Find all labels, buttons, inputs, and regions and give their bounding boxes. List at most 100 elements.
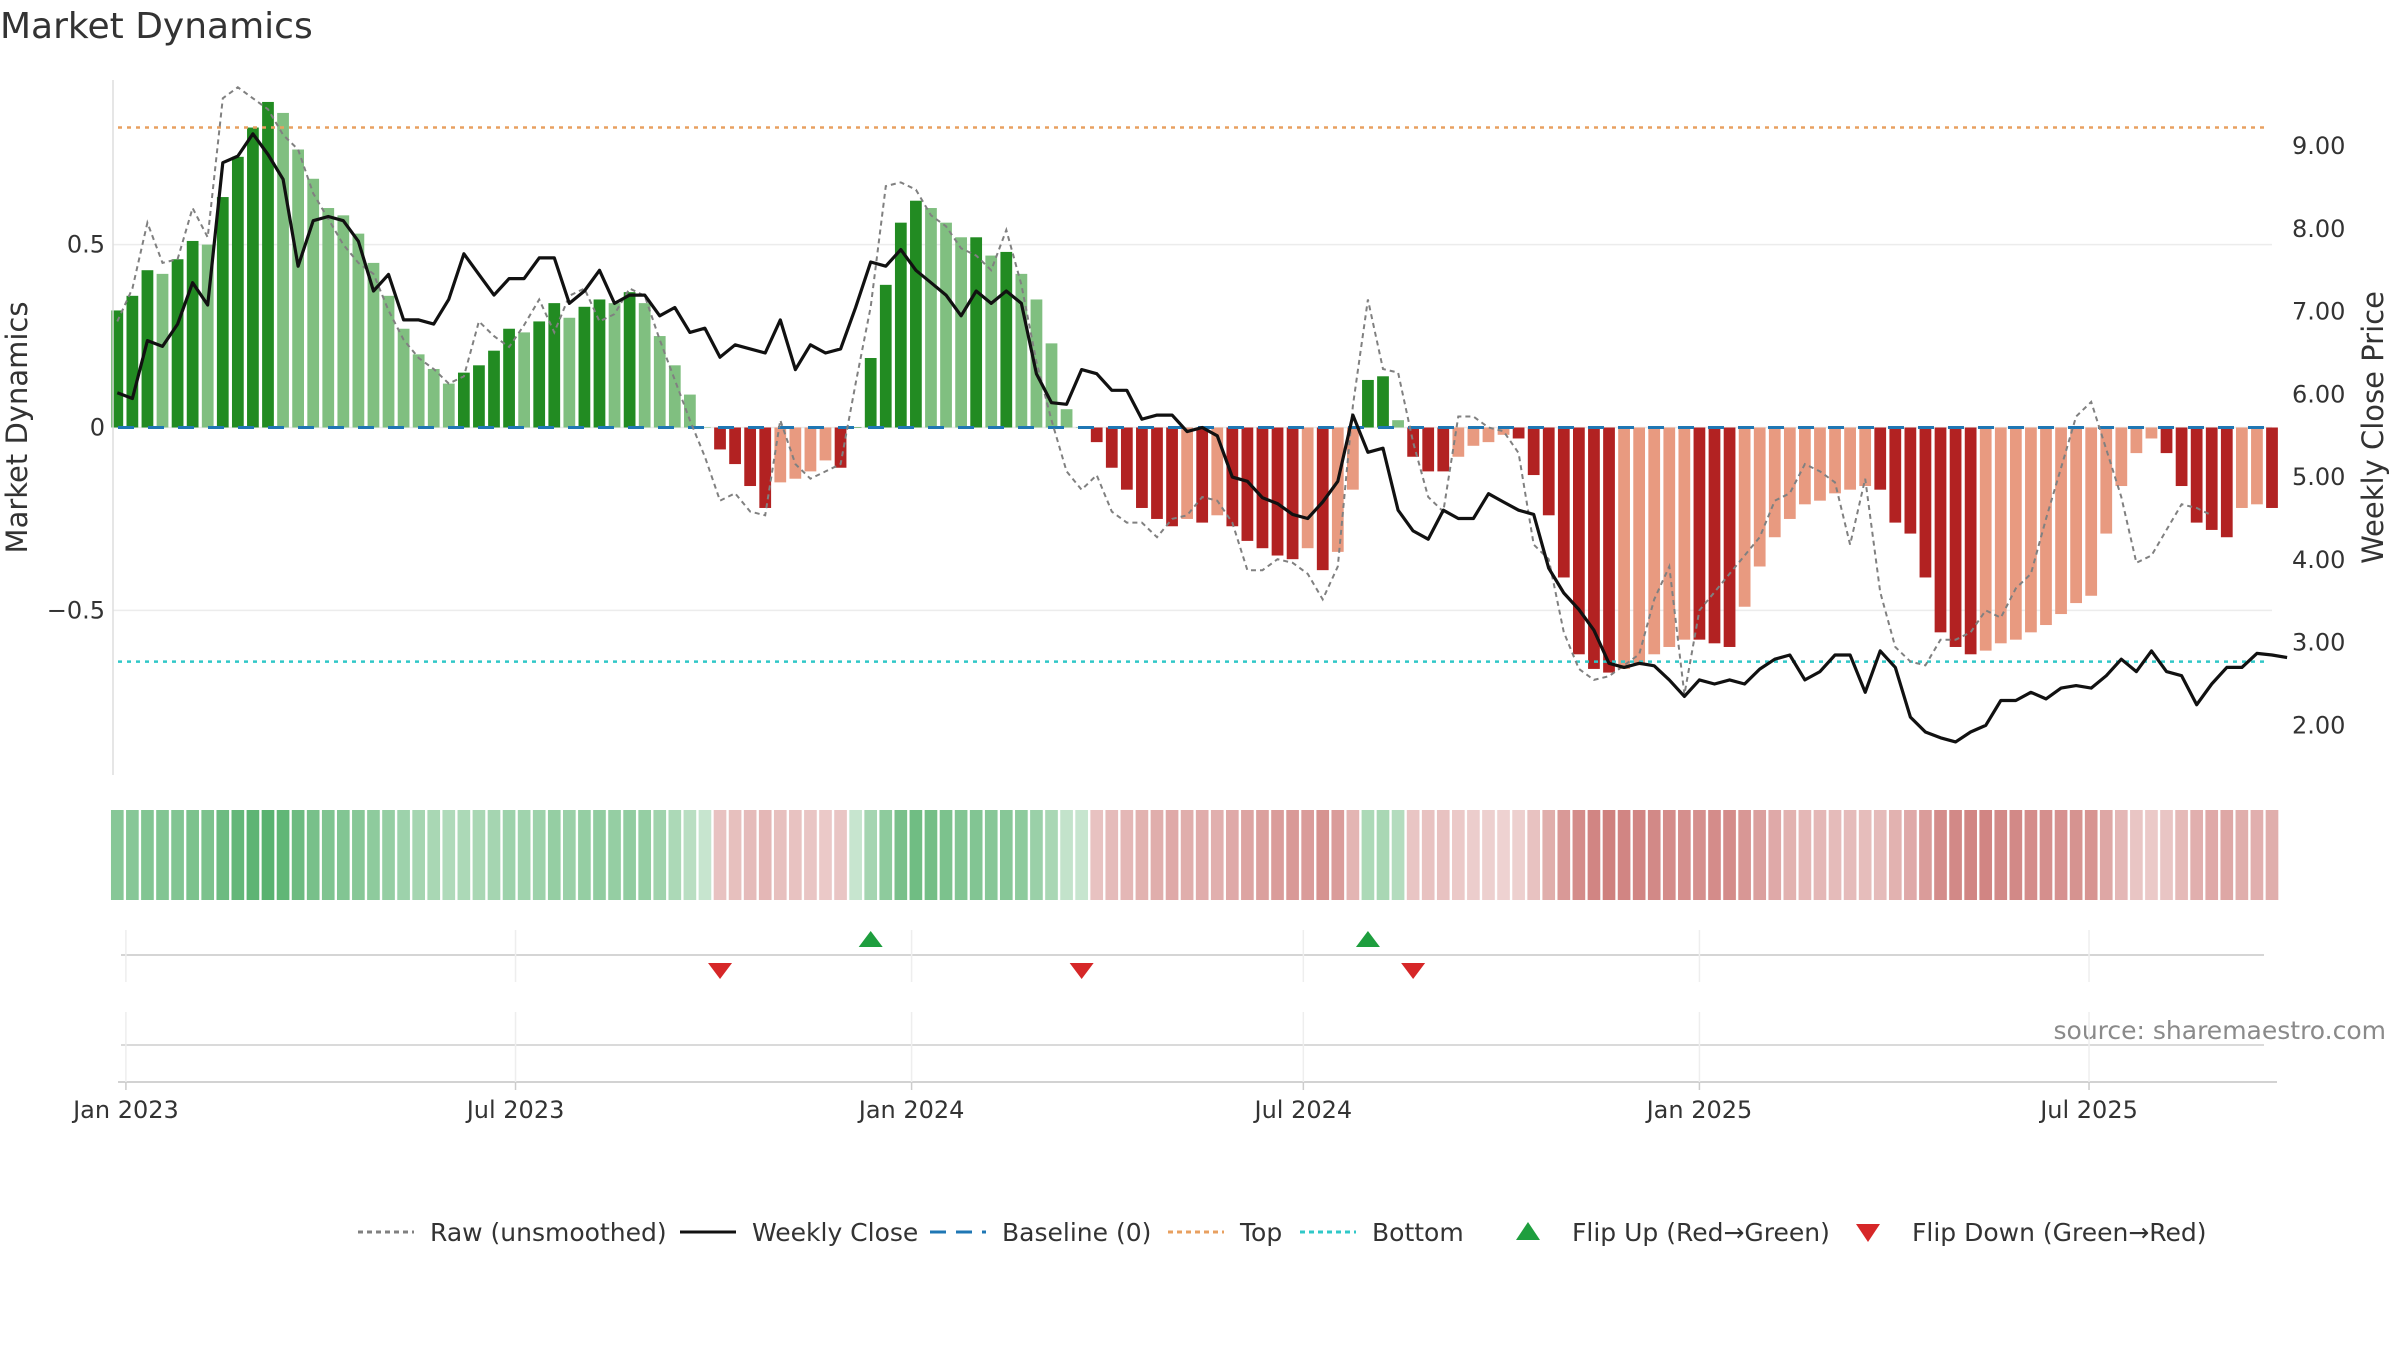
regime-cell xyxy=(773,810,787,900)
regime-cell xyxy=(2009,810,2023,900)
dynamics-bar xyxy=(593,299,606,428)
dynamics-bar xyxy=(1723,427,1736,647)
legend-flip-up-icon xyxy=(1516,1222,1540,1240)
regime-cell xyxy=(1180,810,1194,900)
regime-cell xyxy=(382,810,395,900)
x-tick-label: Jan 2024 xyxy=(857,1096,965,1124)
dynamics-bar xyxy=(1090,427,1103,443)
dynamics-bar xyxy=(1316,427,1329,571)
dynamics-bar xyxy=(1663,427,1676,647)
dynamics-bar xyxy=(1045,343,1058,428)
regime-cell xyxy=(1195,810,1209,900)
dynamics-bar xyxy=(1934,427,1947,633)
dynamics-bar xyxy=(653,336,666,428)
regime-cell xyxy=(442,810,456,900)
dynamics-bar xyxy=(2009,427,2022,640)
regime-cell xyxy=(472,810,486,900)
regime-cell xyxy=(2190,810,2203,900)
legend-item[interactable]: Raw (unsmoothed) xyxy=(358,1218,667,1247)
regime-cell xyxy=(1406,810,1420,900)
flip-up-marker xyxy=(858,931,883,947)
regime-cell xyxy=(1813,810,1827,900)
regime-cell xyxy=(1904,810,1917,900)
dynamics-bar xyxy=(1527,427,1540,476)
dynamics-bar xyxy=(925,208,937,428)
dynamics-bar xyxy=(894,222,907,428)
regime-cell xyxy=(2069,810,2083,900)
dynamics-bar xyxy=(262,101,274,428)
regime-cell xyxy=(2084,810,2098,900)
legend-item[interactable]: Top xyxy=(1168,1218,1282,1247)
legend-item[interactable]: Flip Down (Green→Red) xyxy=(1856,1218,2207,1247)
dynamics-bar xyxy=(1557,427,1570,578)
dynamics-bar xyxy=(1181,427,1193,519)
regime-cell xyxy=(2145,810,2158,900)
dynamics-bar xyxy=(2205,427,2218,530)
legend-item[interactable]: Weekly Close xyxy=(680,1218,918,1247)
regime-cell xyxy=(1753,810,1767,900)
legend-item[interactable]: Bottom xyxy=(1300,1218,1464,1247)
regime-cell xyxy=(367,810,380,900)
regime-cell xyxy=(1225,810,1239,900)
legend-flip-down-icon xyxy=(1856,1224,1880,1242)
regime-cell xyxy=(638,810,652,900)
regime-cell xyxy=(532,810,546,900)
dynamics-bar xyxy=(126,295,139,428)
dynamics-bar xyxy=(1196,427,1209,523)
dynamics-bar xyxy=(352,233,365,428)
dynamics-bar xyxy=(473,365,485,428)
legend-item[interactable]: Flip Up (Red→Green) xyxy=(1516,1218,1830,1247)
regime-cell xyxy=(246,810,260,900)
legend-item[interactable]: Baseline (0) xyxy=(930,1218,1151,1247)
regime-cell xyxy=(427,810,441,900)
dynamics-bar xyxy=(2220,427,2233,538)
regime-cell xyxy=(1210,810,1224,900)
regime-cell xyxy=(1421,810,1435,900)
dynamics-bar xyxy=(1889,427,1902,523)
dynamics-bar xyxy=(2266,427,2278,508)
legend-label: Top xyxy=(1239,1218,1282,1247)
dynamics-bar xyxy=(1693,427,1706,640)
dynamics-bar xyxy=(2115,427,2128,487)
regime-cell xyxy=(698,810,712,900)
regime-cell xyxy=(608,810,621,900)
legend[interactable]: Raw (unsmoothed) Weekly Close Baseline (0)… xyxy=(358,1218,2207,1247)
y2-tick-label: 2.00 xyxy=(2292,711,2345,739)
regime-cell xyxy=(1647,810,1661,900)
dynamics-bar xyxy=(171,259,184,428)
dynamics-bar xyxy=(1392,420,1404,428)
regime-cell xyxy=(1045,810,1058,900)
dynamics-bar xyxy=(1648,427,1661,655)
regime-cell xyxy=(2205,810,2219,900)
regime-cell xyxy=(2024,810,2038,900)
dynamics-bar xyxy=(1949,427,1962,647)
dynamics-bar xyxy=(2025,427,2037,633)
dynamics-bar xyxy=(804,427,817,472)
dynamics-bar xyxy=(322,208,335,428)
flip-down-marker xyxy=(1069,963,1094,979)
regime-cell xyxy=(1391,810,1405,900)
regime-cell xyxy=(1662,810,1676,900)
regime-cell xyxy=(1723,810,1736,900)
dynamics-bar xyxy=(2100,427,2113,534)
dynamics-bar xyxy=(1120,427,1133,490)
dynamics-bar xyxy=(1301,427,1314,549)
chart-title: Market Dynamics xyxy=(0,6,313,47)
y-axis-label: Market Dynamics xyxy=(0,302,34,554)
regime-cell xyxy=(2099,810,2113,900)
dynamics-bar xyxy=(518,332,531,428)
dynamics-bar xyxy=(1603,427,1615,673)
regime-cell xyxy=(1949,810,1962,900)
regime-cell xyxy=(1708,810,1721,900)
regime-cell xyxy=(1256,810,1269,900)
dynamics-bar xyxy=(2251,427,2263,505)
flip-down-marker xyxy=(708,963,733,979)
dynamics-bar xyxy=(442,383,455,428)
flip-up-marker xyxy=(1355,931,1380,947)
dynamics-bar xyxy=(2070,427,2082,604)
dynamics-bar xyxy=(1708,427,1721,644)
dynamics-bar xyxy=(2175,427,2188,487)
dynamics-bar xyxy=(277,112,289,428)
regime-cell xyxy=(1843,810,1857,900)
dynamics-bar xyxy=(1482,427,1495,443)
